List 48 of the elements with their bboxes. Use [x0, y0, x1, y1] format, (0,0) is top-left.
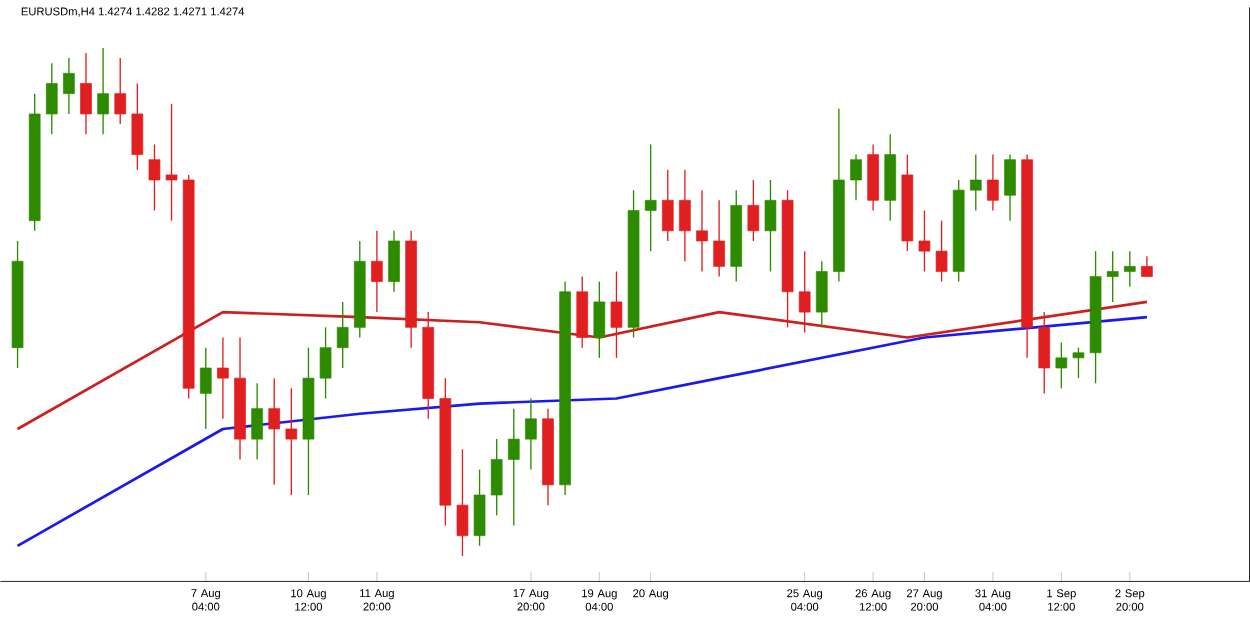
candlestick: [148, 143, 161, 212]
candlestick: [815, 260, 828, 328]
candlestick: [268, 377, 281, 486]
candlestick: [850, 153, 862, 201]
candlestick: [63, 57, 75, 115]
candlestick: [45, 62, 58, 135]
candlestick: [1141, 255, 1153, 278]
candlestick: [867, 143, 879, 212]
candlestick: [285, 387, 298, 496]
candlestick: [97, 47, 109, 135]
candlestick: [114, 57, 127, 125]
candlestick: [747, 179, 760, 242]
candlestick: [696, 189, 708, 273]
candlestick: [80, 52, 92, 135]
candlestick: [336, 301, 349, 369]
candlestick: [764, 179, 777, 273]
candlestick: [798, 250, 811, 334]
candlestick: [199, 346, 212, 430]
candlestick: [1123, 250, 1136, 288]
candlestick: [1038, 311, 1051, 394]
candlestick: [456, 448, 469, 557]
candlestick: [969, 153, 982, 212]
candlestick: [1072, 346, 1085, 379]
candlestick: [593, 280, 606, 359]
candlestick: [525, 397, 537, 471]
candlestick: [217, 336, 229, 420]
candlestick: [490, 438, 503, 516]
candlestick: [935, 219, 948, 283]
candlestick: [713, 199, 725, 278]
candlestick: [1004, 153, 1016, 222]
candlestick: [371, 230, 383, 313]
candlestick: [679, 169, 691, 262]
candlestick: [884, 133, 897, 222]
candlestick: [644, 143, 657, 252]
candlestick: [987, 153, 999, 212]
candlestick: [131, 82, 144, 171]
candlestick: [576, 275, 589, 349]
candlestick: [473, 468, 486, 547]
candlestick: [1106, 250, 1119, 303]
candlestick: [251, 382, 263, 461]
candlestick: [918, 209, 931, 273]
candlestick: [661, 169, 674, 242]
candlestick: [610, 270, 623, 359]
candlestick: [165, 103, 178, 222]
candlestick: [388, 230, 400, 293]
candlestick: [507, 407, 520, 527]
candlestick: [319, 326, 332, 400]
candlestick: [1055, 341, 1068, 389]
